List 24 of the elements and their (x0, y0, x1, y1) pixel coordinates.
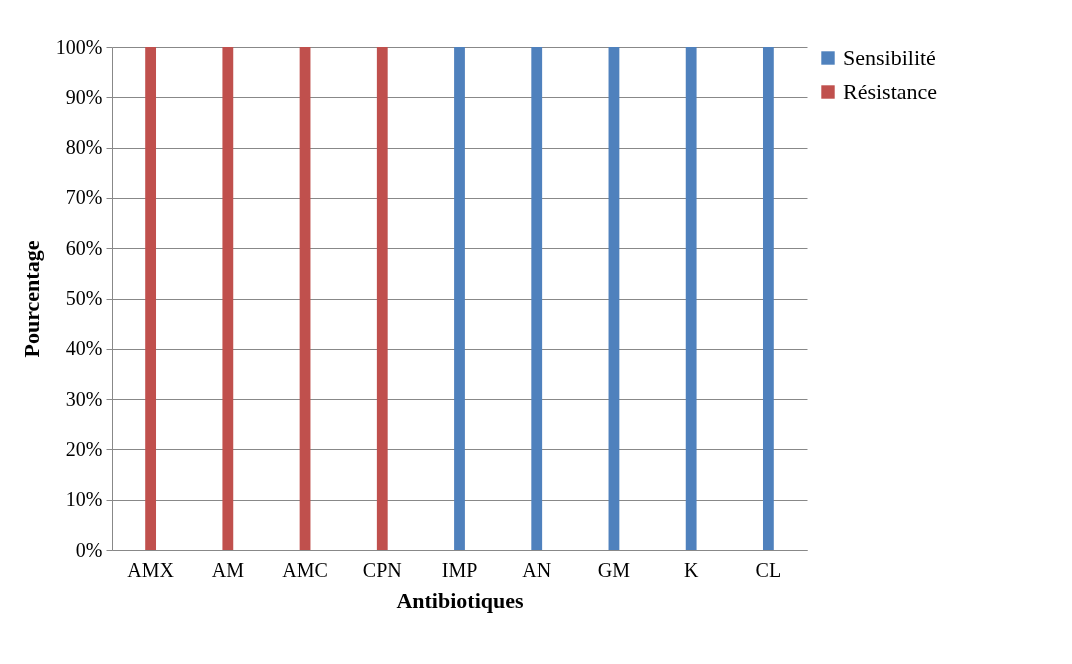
y-tick-label: 20% (65, 437, 103, 460)
x-axis-title: Antibiotiques (396, 587, 524, 613)
y-tick-label: 100% (55, 35, 103, 58)
y-tick-label: 10% (65, 488, 103, 511)
legend-label: Sensibilité (843, 45, 936, 70)
x-tick-label: K (683, 558, 699, 581)
x-tick-label: GM (597, 558, 631, 581)
y-tick-label: 80% (65, 136, 103, 159)
y-tick-label: 90% (65, 85, 103, 108)
y-tick-label: 0% (75, 538, 103, 561)
y-axis-title: Pourcentage (18, 240, 44, 358)
y-tick-label: 50% (65, 287, 103, 309)
x-tick-label: AN (522, 558, 552, 581)
x-tick-label: AM (211, 558, 245, 581)
x-tick-label: AMC (282, 558, 328, 581)
x-tick-label: AMX (127, 558, 175, 581)
y-tick-label: 60% (65, 236, 103, 259)
y-tick-label: 30% (65, 387, 103, 410)
x-tick-label: CL (755, 558, 782, 581)
x-tick-label: CPN (362, 558, 402, 581)
legend-label: Résistance (843, 79, 938, 104)
y-tick-label: 40% (65, 337, 103, 360)
x-tick-label: IMP (441, 558, 478, 581)
y-tick-label: 70% (65, 186, 103, 209)
